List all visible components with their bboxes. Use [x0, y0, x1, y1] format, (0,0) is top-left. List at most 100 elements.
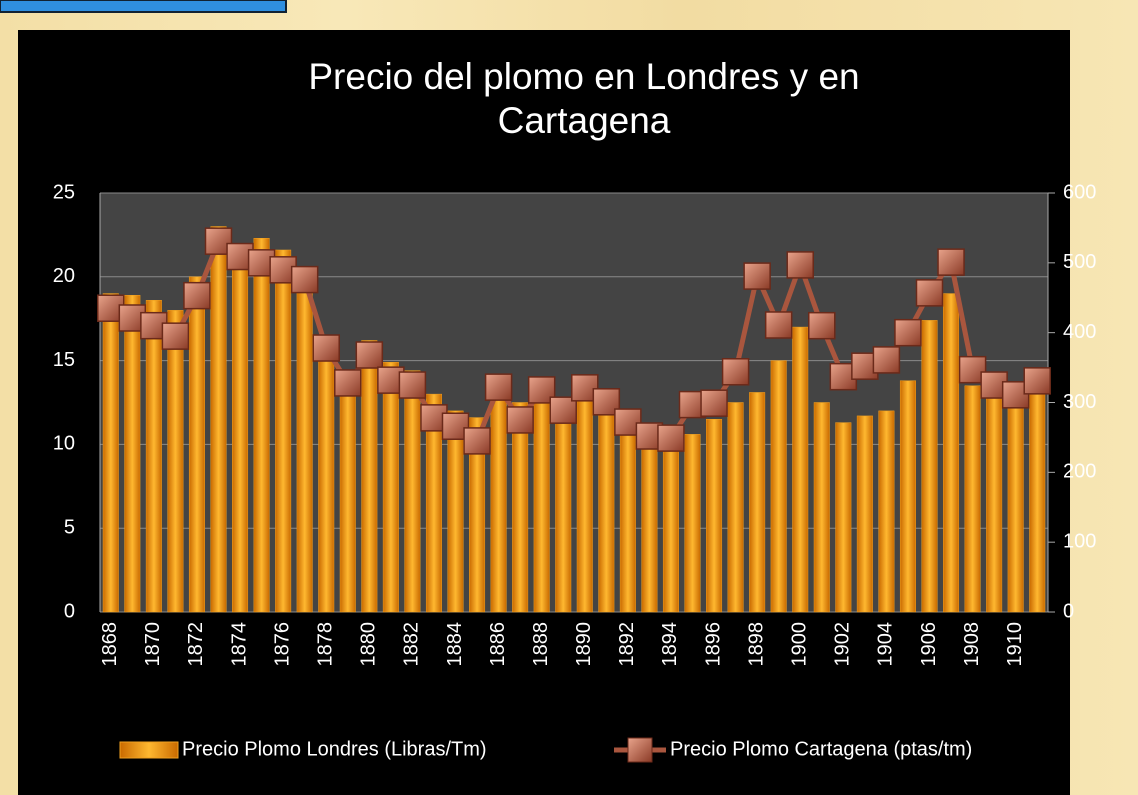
- marker: [915, 279, 944, 307]
- x-tick-label: 1894: [659, 622, 681, 667]
- bar: [899, 380, 916, 613]
- bar: [943, 293, 960, 613]
- bar: [318, 335, 335, 613]
- x-tick-label: 1876: [271, 622, 293, 667]
- y2-tick-label: 200: [1063, 461, 1096, 483]
- bar: [425, 393, 442, 613]
- y-tick-label: 25: [53, 181, 75, 203]
- x-tick-label: 1874: [228, 622, 250, 667]
- x-tick-label: 1910: [1004, 622, 1026, 667]
- y2-tick-label: 100: [1063, 530, 1096, 552]
- y2-tick-label: 500: [1063, 251, 1096, 273]
- marker: [743, 262, 771, 290]
- legend-swatch: [119, 741, 179, 759]
- bar: [792, 326, 809, 613]
- x-tick-label: 1904: [875, 622, 897, 667]
- marker: [894, 318, 922, 347]
- bar: [835, 422, 852, 613]
- x-tick-label: 1900: [789, 622, 811, 667]
- bar: [878, 410, 895, 613]
- bar: [188, 276, 205, 613]
- bar: [770, 360, 787, 613]
- y2-tick-label: 0: [1063, 600, 1074, 622]
- bar: [662, 432, 679, 613]
- x-tick-label: 1872: [185, 622, 207, 667]
- marker: [571, 374, 599, 402]
- bar: [576, 392, 593, 613]
- x-tick-label: 1892: [616, 622, 638, 667]
- y-tick-label: 10: [53, 433, 75, 455]
- marker: [183, 281, 211, 310]
- x-tick-label: 1884: [444, 622, 466, 667]
- marker: [290, 265, 319, 294]
- marker: [355, 341, 384, 369]
- marker: [786, 251, 814, 279]
- x-tick-label: 1878: [315, 622, 337, 667]
- marker: [657, 424, 685, 452]
- bar: [490, 390, 507, 613]
- bar: [555, 405, 572, 613]
- chart-title: Precio del plomo en Londres y en Cartage…: [308, 56, 860, 141]
- x-tick-label: 1888: [530, 622, 552, 667]
- bar: [296, 266, 313, 613]
- bar: [1007, 405, 1024, 613]
- marker: [398, 371, 427, 399]
- x-tick-label: 1886: [487, 622, 509, 667]
- bar: [813, 402, 830, 613]
- y-tick-label: 5: [64, 516, 75, 538]
- x-tick-label: 1880: [358, 622, 380, 667]
- bar: [232, 251, 249, 613]
- bar: [749, 392, 766, 613]
- marker: [527, 376, 556, 404]
- x-tick-label: 1908: [961, 622, 983, 667]
- bar: [727, 402, 744, 613]
- bar: [619, 419, 636, 613]
- bar: [339, 385, 356, 613]
- marker: [1023, 367, 1051, 395]
- bar: [275, 249, 292, 613]
- y2-tick-label: 300: [1063, 391, 1096, 413]
- bar: [102, 293, 119, 613]
- bar: [167, 310, 184, 613]
- x-tick-label: 1906: [918, 622, 940, 667]
- marker: [334, 369, 362, 397]
- bar: [684, 434, 701, 613]
- marker: [872, 346, 901, 374]
- x-tick-label: 1890: [573, 622, 595, 667]
- x-tick-label: 1870: [142, 622, 164, 667]
- bar: [964, 385, 981, 613]
- marker: [808, 311, 836, 340]
- marker: [161, 322, 190, 350]
- marker: [700, 389, 728, 417]
- y2-tick-label: 400: [1063, 321, 1096, 343]
- legend-label: Precio Plomo Londres (Libras/Tm): [182, 738, 487, 760]
- bar: [210, 226, 227, 613]
- bar: [856, 415, 873, 613]
- x-tick-label: 1902: [832, 622, 854, 667]
- y-tick-label: 20: [53, 265, 75, 287]
- marker: [614, 408, 642, 436]
- legend-swatch: [627, 737, 653, 763]
- bar: [469, 417, 486, 613]
- y-tick-label: 15: [53, 349, 75, 371]
- x-tick-label: 1896: [702, 622, 724, 667]
- x-tick-label: 1882: [401, 622, 423, 667]
- y-tick-label: 0: [64, 600, 75, 622]
- bar: [512, 402, 529, 613]
- marker: [721, 358, 750, 386]
- bar: [533, 393, 550, 613]
- bar: [706, 419, 723, 613]
- bar: [986, 397, 1003, 613]
- bar: [921, 320, 938, 613]
- bar: [124, 294, 141, 613]
- marker: [506, 406, 534, 434]
- bar: [361, 340, 378, 613]
- bar: [447, 410, 464, 613]
- x-tick-label: 1898: [745, 622, 767, 667]
- marker: [312, 334, 340, 362]
- bar: [641, 425, 658, 613]
- y2-tick-label: 600: [1063, 181, 1096, 203]
- bar: [598, 400, 615, 613]
